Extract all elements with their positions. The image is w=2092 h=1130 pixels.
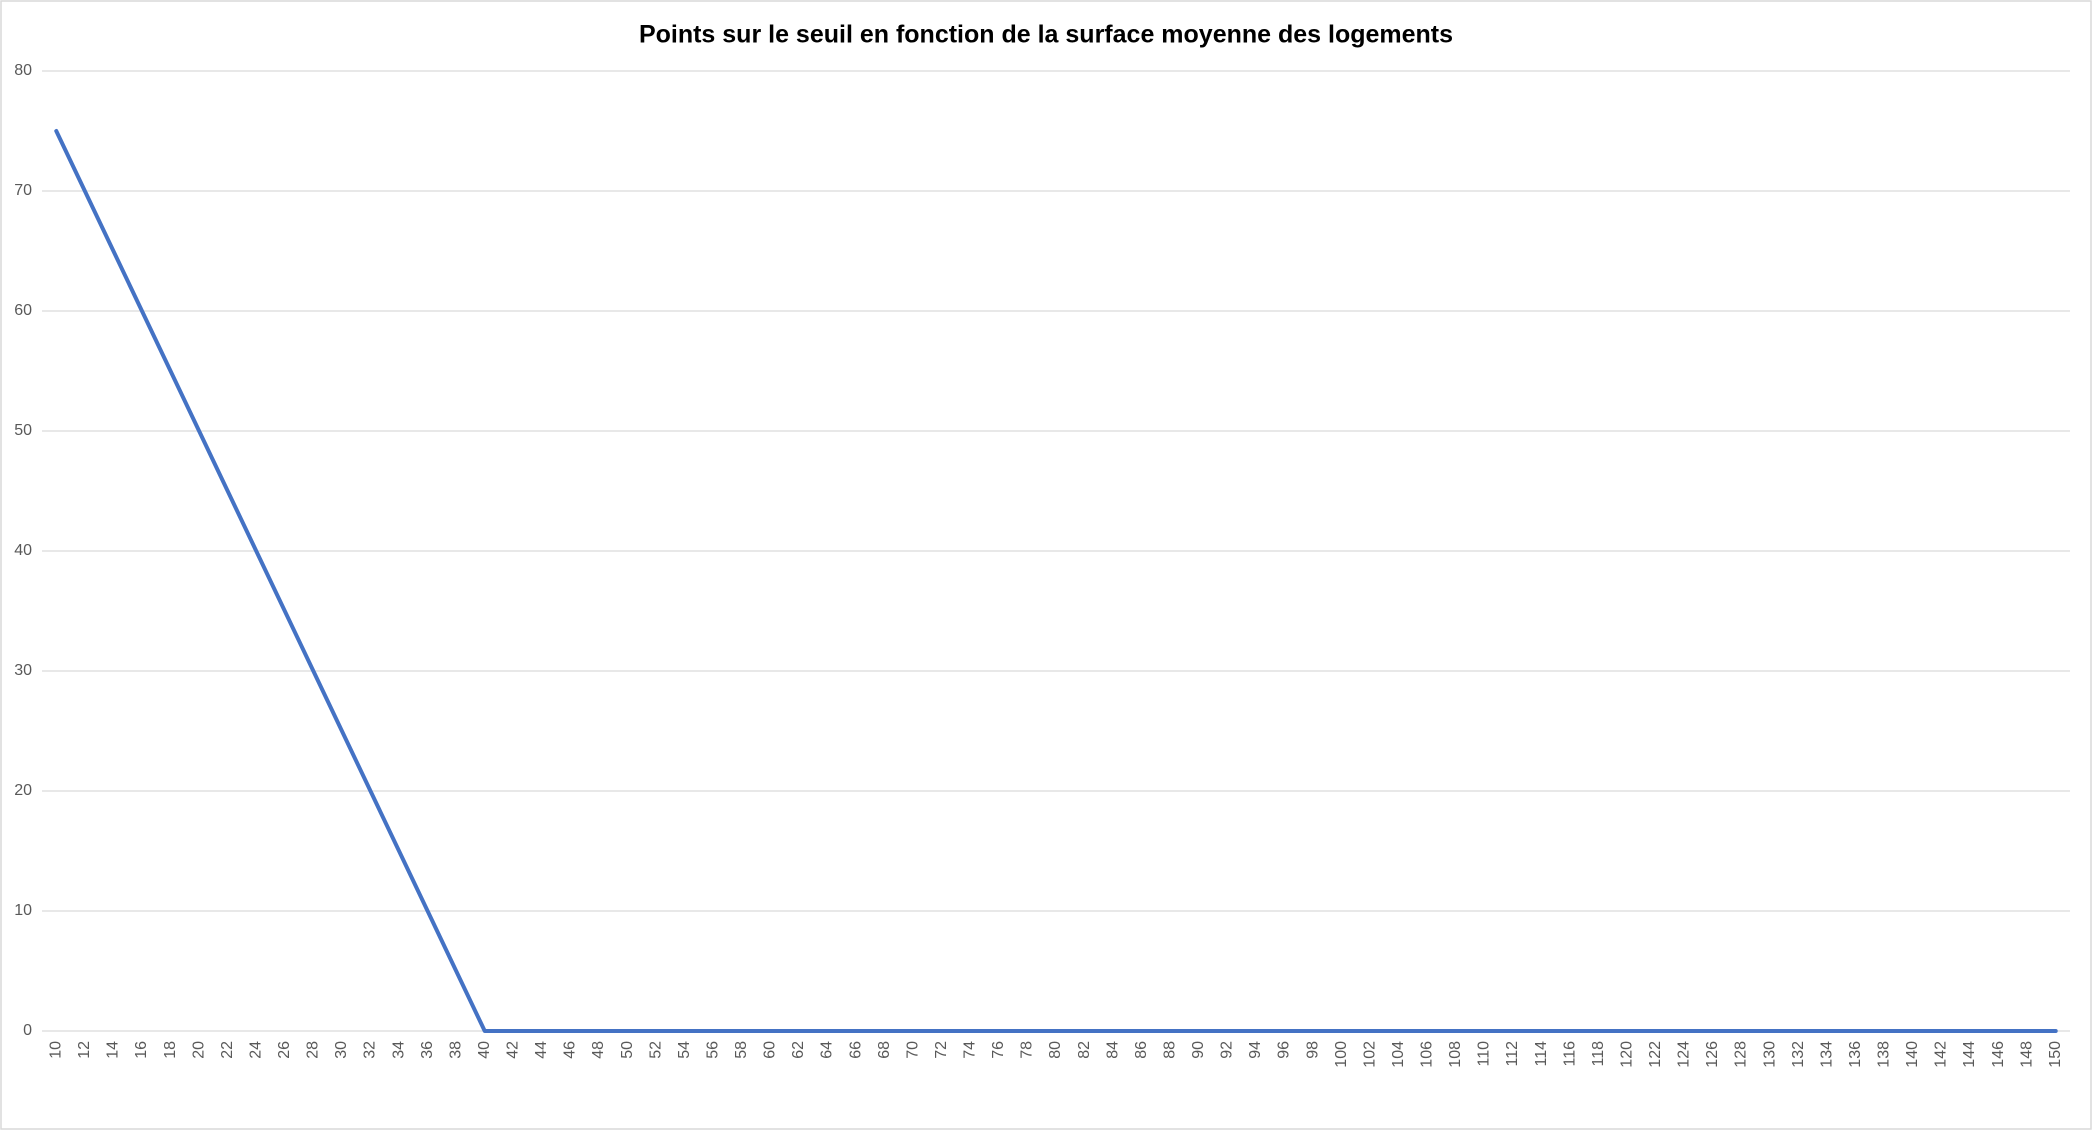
x-tick-label: 100 bbox=[1333, 1041, 1350, 1068]
x-tick-label: 138 bbox=[1876, 1041, 1893, 1068]
x-tick-label: 64 bbox=[819, 1041, 836, 1059]
x-tick-label: 114 bbox=[1533, 1041, 1550, 1067]
x-tick-label: 118 bbox=[1590, 1041, 1607, 1067]
x-tick-label: 56 bbox=[704, 1041, 721, 1059]
x-tick-label: 78 bbox=[1019, 1041, 1036, 1059]
x-tick-label: 122 bbox=[1647, 1041, 1664, 1068]
x-tick-label: 128 bbox=[1733, 1041, 1750, 1068]
x-tick-label: 34 bbox=[390, 1041, 407, 1059]
x-tick-label: 54 bbox=[676, 1041, 693, 1059]
x-tick-label: 98 bbox=[1304, 1041, 1321, 1059]
x-tick-label: 26 bbox=[276, 1041, 293, 1059]
x-tick-label: 40 bbox=[476, 1041, 493, 1059]
y-tick-label: 30 bbox=[14, 662, 32, 679]
x-tick-label: 150 bbox=[2047, 1041, 2064, 1068]
x-tick-label: 126 bbox=[1704, 1041, 1721, 1068]
line bbox=[54, 129, 2058, 1033]
x-tick-label: 130 bbox=[1761, 1041, 1778, 1068]
x-tick-label: 132 bbox=[1790, 1041, 1807, 1068]
x-tick-label: 18 bbox=[162, 1041, 179, 1059]
x-tick-label: 52 bbox=[647, 1041, 664, 1059]
x-tick-label: 62 bbox=[790, 1041, 807, 1059]
x-tick-label: 70 bbox=[904, 1041, 921, 1059]
x-tick-label: 12 bbox=[76, 1041, 93, 1059]
x-tick-label: 30 bbox=[333, 1041, 350, 1059]
x-tick-label: 102 bbox=[1361, 1041, 1378, 1068]
x-tick-label: 46 bbox=[562, 1041, 579, 1059]
y-tick-label: 70 bbox=[14, 182, 32, 199]
x-tick-label: 136 bbox=[1847, 1041, 1864, 1068]
x-tick-label: 112 bbox=[1504, 1041, 1521, 1067]
y-tick-label: 10 bbox=[14, 902, 32, 919]
x-tick-label: 144 bbox=[1961, 1041, 1978, 1068]
x-tick-label: 74 bbox=[962, 1041, 979, 1059]
x-tick-label: 24 bbox=[247, 1041, 264, 1059]
x-tick-label: 92 bbox=[1219, 1041, 1236, 1059]
x-tick-label: 58 bbox=[733, 1041, 750, 1059]
y-tick-label: 0 bbox=[23, 1022, 32, 1039]
x-tick-label: 14 bbox=[105, 1041, 122, 1059]
chart-title: Points sur le seuil en fonction de la su… bbox=[639, 21, 1453, 49]
x-tick-label: 66 bbox=[847, 1041, 864, 1059]
x-tick-label: 44 bbox=[533, 1041, 550, 1059]
y-tick-label: 50 bbox=[14, 422, 32, 439]
x-tick-label: 134 bbox=[1818, 1041, 1835, 1068]
y-tick-label: 20 bbox=[14, 782, 32, 799]
x-tick-label: 82 bbox=[1076, 1041, 1093, 1059]
x-tick-label: 50 bbox=[619, 1041, 636, 1059]
x-tick-label: 96 bbox=[1276, 1041, 1293, 1059]
x-tick-label: 148 bbox=[2018, 1041, 2035, 1068]
y-tick-label: 40 bbox=[14, 542, 32, 559]
x-tick-label: 104 bbox=[1390, 1041, 1407, 1068]
x-tick-label: 28 bbox=[305, 1041, 322, 1059]
x-tick-label: 140 bbox=[1904, 1041, 1921, 1068]
x-tick-label: 124 bbox=[1676, 1041, 1693, 1068]
x-tick-label: 22 bbox=[219, 1041, 236, 1059]
x-tick-label: 142 bbox=[1933, 1041, 1950, 1068]
x-tick-label: 84 bbox=[1104, 1041, 1121, 1059]
y-tick-label: 60 bbox=[14, 302, 32, 319]
x-tick-label: 38 bbox=[447, 1041, 464, 1059]
x-tick-label: 68 bbox=[876, 1041, 893, 1059]
x-tick-label: 16 bbox=[133, 1041, 150, 1059]
x-tick-label: 60 bbox=[762, 1041, 779, 1059]
x-tick-label: 32 bbox=[362, 1041, 379, 1059]
x-tick-label: 86 bbox=[1133, 1041, 1150, 1059]
x-tick-label: 106 bbox=[1419, 1041, 1436, 1068]
x-tick-label: 94 bbox=[1247, 1041, 1264, 1059]
x-tick-label: 116 bbox=[1561, 1041, 1578, 1067]
x-tick-label: 146 bbox=[1990, 1041, 2007, 1068]
x-tick-label: 20 bbox=[190, 1041, 207, 1059]
x-tick-label: 108 bbox=[1447, 1041, 1464, 1068]
x-tick-label: 80 bbox=[1047, 1041, 1064, 1059]
x-tick-label: 90 bbox=[1190, 1041, 1207, 1059]
x-tick-label: 72 bbox=[933, 1041, 950, 1059]
x-tick-label: 36 bbox=[419, 1041, 436, 1059]
x-tick-label: 120 bbox=[1618, 1041, 1635, 1068]
x-tick-label: 48 bbox=[590, 1041, 607, 1059]
y-tick-label: 80 bbox=[14, 62, 32, 79]
x-tick-label: 76 bbox=[990, 1041, 1007, 1059]
x-tick-label: 110 bbox=[1476, 1041, 1493, 1067]
x-tick-label: 10 bbox=[48, 1041, 65, 1059]
x-tick-label: 42 bbox=[505, 1041, 522, 1059]
x-tick-label: 88 bbox=[1161, 1041, 1178, 1059]
